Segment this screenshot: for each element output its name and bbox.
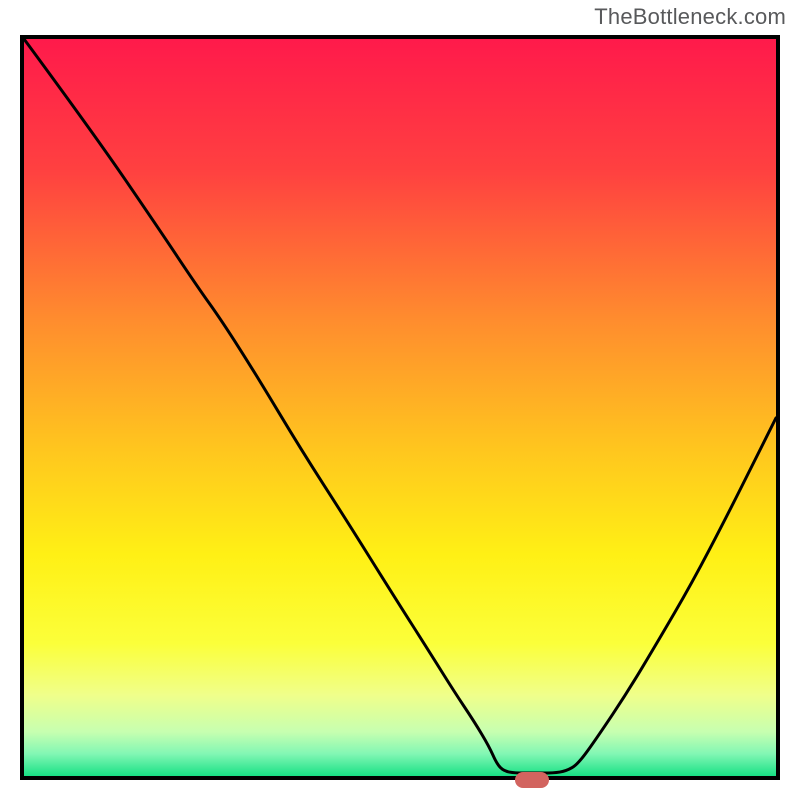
plot-frame — [20, 35, 780, 780]
watermark-text: TheBottleneck.com — [594, 4, 786, 30]
curve-path — [24, 39, 776, 773]
bottleneck-curve — [24, 39, 776, 776]
optimal-marker — [515, 772, 549, 788]
